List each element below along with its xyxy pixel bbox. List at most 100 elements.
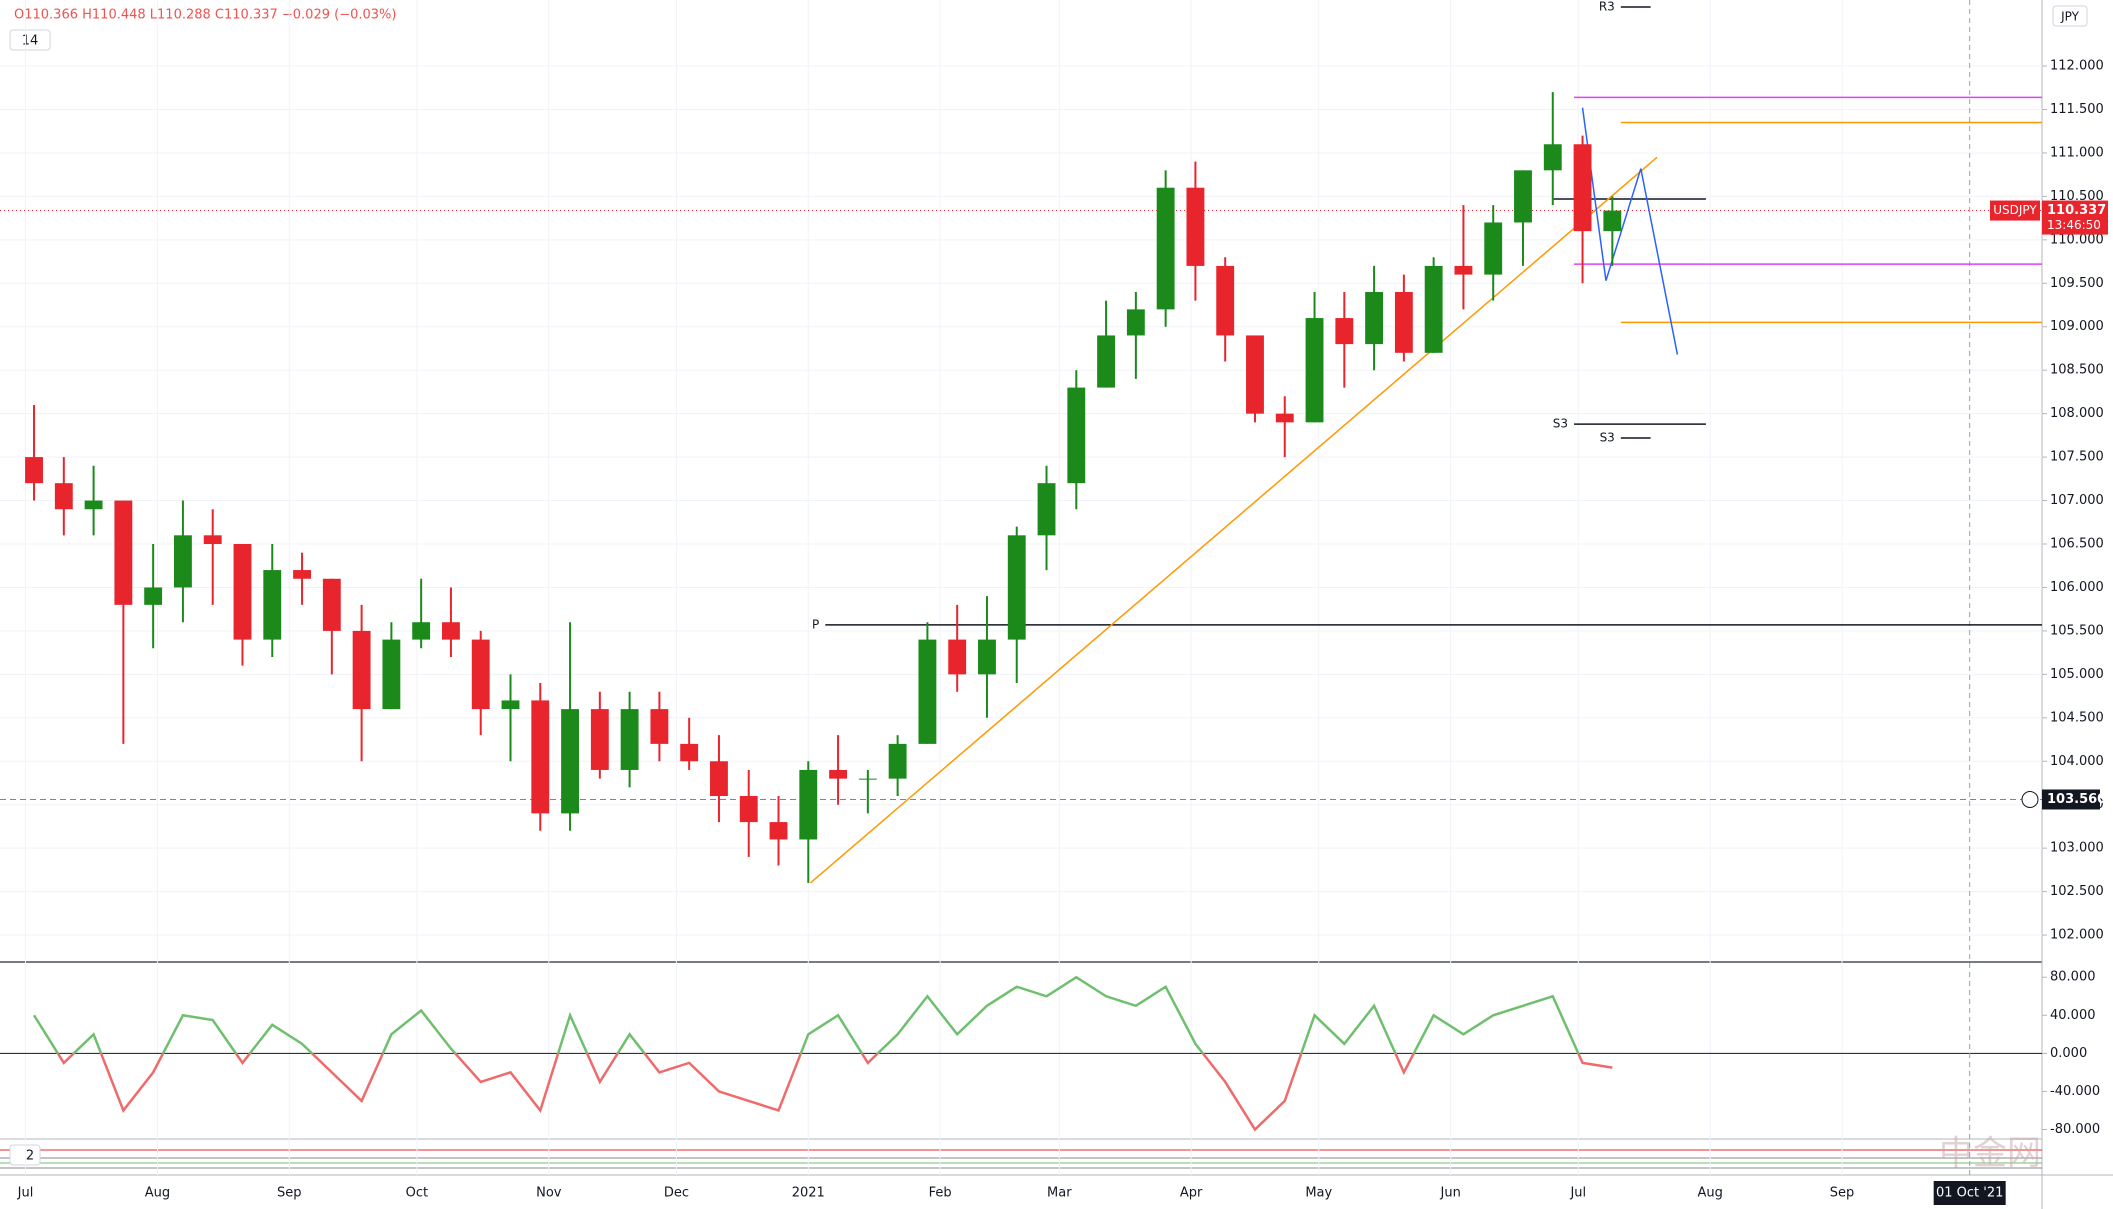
candle-body — [1156, 187, 1175, 310]
candle-body — [1424, 265, 1443, 353]
currency-button[interactable] — [2052, 5, 2088, 27]
x-tick-label: May — [1305, 1186, 1332, 1201]
candle-body — [382, 639, 401, 710]
cursor-label: 01 Oct '21 — [1936, 1186, 2003, 1201]
candle-body — [114, 500, 133, 605]
candle-body — [501, 700, 520, 710]
candle-body — [1543, 144, 1562, 171]
candle-body — [173, 535, 192, 588]
y-tick-label: 102.000 — [2050, 928, 2104, 943]
oscillator-line — [32, 975, 1613, 1132]
x-tick-label: Nov — [536, 1186, 562, 1201]
y-tick-label: 108.000 — [2050, 406, 2104, 421]
candle-body — [203, 535, 222, 545]
sub-indicator-badge[interactable] — [9, 1144, 41, 1166]
marker-label: 103.560 — [2047, 792, 2106, 807]
x-tick-label: Oct — [406, 1186, 428, 1201]
marker-box — [2042, 789, 2100, 810]
pivot-label: S3 — [1600, 430, 1615, 444]
osc-tick-label: -80.000 — [2050, 1122, 2100, 1137]
x-tick-label: 2021 — [792, 1186, 825, 1201]
osc-tick-label: 0.000 — [2050, 1046, 2087, 1061]
candle-body — [322, 578, 341, 631]
candle-body — [1097, 335, 1116, 388]
y-tick-label: 107.000 — [2050, 493, 2104, 508]
symbol-label: USDJPY — [1993, 203, 2037, 217]
add-alert[interactable] — [2021, 790, 2039, 808]
candle-body — [352, 630, 371, 710]
price-box — [2042, 200, 2108, 235]
candle-body — [620, 709, 639, 770]
x-tick-label: Aug — [1697, 1186, 1722, 1201]
candle-body — [25, 457, 43, 484]
candle-body — [978, 639, 996, 675]
candle-body — [1067, 387, 1086, 484]
sub-indicator-length: 2 — [26, 1149, 34, 1164]
x-tick-label: Feb — [929, 1186, 952, 1201]
candle-body — [590, 709, 609, 770]
price-timer: 13:46:50 — [2047, 218, 2101, 232]
candle-body — [54, 483, 73, 510]
pivot-label: R3 — [1599, 0, 1615, 13]
candle-body — [1603, 210, 1622, 232]
candle-body — [471, 639, 490, 710]
candle-body — [1186, 187, 1205, 266]
watermark: 中金网 — [1939, 1134, 2041, 1174]
pivot-label: S3 — [1553, 417, 1568, 431]
candle-body — [293, 570, 311, 579]
candle-body — [1365, 291, 1384, 345]
candle-body — [531, 700, 550, 814]
x-tick-label: Mar — [1047, 1186, 1072, 1201]
y-tick-label: 109.500 — [2050, 276, 2104, 291]
y-tick-label: 110.000 — [2050, 232, 2104, 247]
sub-indicator — [0, 1149, 2042, 1169]
candle-body — [1246, 335, 1264, 414]
y-tick-label: 104.000 — [2050, 754, 2104, 769]
pivot-label: P — [812, 617, 819, 631]
ohlc-header: O110.366 H110.448 L110.288 C110.337 −0.0… — [14, 8, 396, 23]
currency: JPY — [2060, 10, 2080, 24]
candle-body — [263, 570, 282, 640]
y-tick-label: 110.500 — [2050, 189, 2104, 204]
y-tick-label: 109.000 — [2050, 319, 2104, 334]
candle-body — [888, 743, 907, 779]
candle-body — [144, 587, 163, 605]
x-tick-label: Apr — [1180, 1186, 1203, 1201]
price-label: 110.337 — [2047, 203, 2106, 218]
candle-body — [1126, 309, 1145, 336]
candle-body — [858, 778, 877, 780]
x-tick-label: Sep — [277, 1186, 302, 1201]
candle-body — [442, 622, 460, 640]
y-tick-label: 106.500 — [2050, 537, 2104, 552]
candle-body — [1573, 144, 1592, 232]
osc-tick-label: 40.000 — [2050, 1008, 2096, 1023]
indicator-length: 14 — [22, 34, 39, 49]
candle-body — [84, 500, 103, 510]
y-tick-label: 102.500 — [2050, 884, 2104, 899]
trend-line — [809, 156, 1658, 884]
indicator-badge[interactable] — [9, 29, 51, 51]
osc-tick-label: -40.000 — [2050, 1084, 2100, 1099]
symbol-box — [1990, 200, 2040, 221]
candle-body — [948, 639, 967, 675]
candle-body — [710, 761, 728, 797]
y-tick-label: 105.500 — [2050, 623, 2104, 638]
osc-tick-label: 80.000 — [2050, 970, 2096, 985]
candle-body — [769, 822, 788, 840]
cursor-label-box — [1933, 1181, 2006, 1205]
candle-body — [739, 796, 758, 823]
candle-body — [1305, 318, 1324, 423]
y-tick-label: 104.500 — [2050, 710, 2104, 725]
candle-body — [1484, 222, 1503, 275]
x-tick-label: Jun — [1440, 1186, 1461, 1201]
x-tick-label: Sep — [1830, 1186, 1855, 1201]
candle-body — [829, 769, 848, 779]
y-tick-label: 111.000 — [2050, 145, 2104, 160]
candle-body — [799, 769, 818, 840]
candle-body — [233, 544, 252, 640]
y-tick-label: 103.000 — [2050, 841, 2104, 856]
y-tick-label: 108.500 — [2050, 363, 2104, 378]
projection-path — [1581, 107, 1679, 355]
